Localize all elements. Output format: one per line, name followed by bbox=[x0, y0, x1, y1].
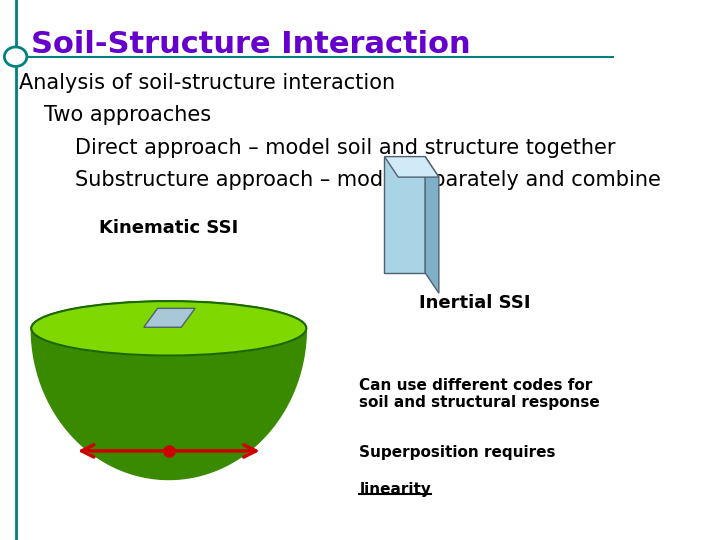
Text: Inertial SSI: Inertial SSI bbox=[419, 294, 531, 312]
Text: linearity: linearity bbox=[359, 482, 431, 497]
Text: Direct approach – model soil and structure together: Direct approach – model soil and structu… bbox=[75, 138, 616, 158]
Text: Analysis of soil-structure interaction: Analysis of soil-structure interaction bbox=[19, 73, 395, 93]
Polygon shape bbox=[384, 157, 425, 273]
Polygon shape bbox=[144, 308, 195, 327]
Circle shape bbox=[4, 47, 27, 66]
Text: Two approaches: Two approaches bbox=[44, 105, 211, 125]
Polygon shape bbox=[31, 301, 306, 480]
Ellipse shape bbox=[31, 301, 306, 355]
Polygon shape bbox=[384, 157, 439, 177]
Text: Soil-Structure Interaction: Soil-Structure Interaction bbox=[31, 30, 471, 59]
Text: Substructure approach – model separately and combine: Substructure approach – model separately… bbox=[75, 170, 661, 190]
Polygon shape bbox=[425, 157, 439, 293]
Text: Superposition requires: Superposition requires bbox=[359, 446, 556, 461]
Text: Kinematic SSI: Kinematic SSI bbox=[99, 219, 238, 237]
Text: Can use different codes for
soil and structural response: Can use different codes for soil and str… bbox=[359, 378, 600, 410]
